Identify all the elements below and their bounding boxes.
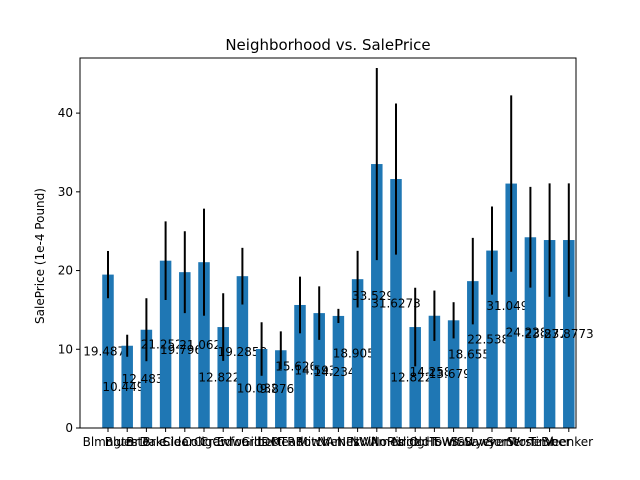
chart-title: Neighborhood vs. SalePrice — [225, 36, 430, 54]
data-label-SWISU: 13.6795 — [429, 367, 479, 381]
x-tick-label-Sawyer: Sawyer — [451, 435, 495, 449]
bar-Blmngtn — [102, 274, 114, 428]
data-label-MeadowV: 15.6269 — [275, 359, 325, 373]
x-tick-label-Edwards: Edwards — [217, 435, 268, 449]
y-axis-label: SalePrice (1e-4 Pound) — [33, 188, 47, 324]
data-label-Timber: 23.8773 — [525, 327, 575, 341]
x-tick-label-BrDale: BrDale — [126, 435, 166, 449]
data-label-Edwards: 19.2853 — [218, 345, 268, 359]
bar-Sawyer — [467, 281, 479, 428]
x-tick-label-NoRidge: NoRidge — [371, 435, 422, 449]
bar-Blueste — [121, 345, 133, 428]
data-label-Veenker: 23.8773 — [544, 327, 594, 341]
data-label-BrkSide: 21.2524 — [141, 337, 191, 351]
x-tick-label-Timber: Timber — [528, 435, 571, 449]
bar-BrkSide — [159, 260, 172, 428]
x-tick-label-SWISU: SWISU — [434, 435, 473, 449]
bar-SWISU — [447, 320, 460, 428]
data-label-Blmngtn: 19.4871 — [83, 344, 133, 358]
bar-MeadowV — [294, 304, 306, 428]
bar-Veenker — [563, 240, 575, 428]
x-tick-label-Blmngtn: Blmngtn — [83, 435, 134, 449]
y-tick-label-40: 40 — [58, 106, 73, 120]
x-tick-label-SawyerW: SawyerW — [464, 435, 520, 449]
bar-Crawfor — [217, 327, 229, 428]
data-label-NoRidge: 31.6273 — [371, 297, 421, 311]
data-label-Sawyer: 18.6558 — [448, 348, 498, 362]
bar-SawyerW — [486, 250, 498, 428]
x-tick-label-StoneBr: StoneBr — [506, 435, 554, 449]
data-label-NWAmes: 33.5298 — [352, 289, 402, 303]
data-label-Crawfor: 12.8221 — [198, 371, 248, 385]
data-label-Gilbert: 10.0324 — [237, 382, 287, 396]
bar-OldTown — [428, 315, 441, 428]
y-tick-label-20: 20 — [58, 264, 73, 278]
bar-NridgHt — [409, 327, 421, 428]
x-tick-label-Blueste: Blueste — [105, 435, 150, 449]
bar-Timber — [543, 240, 556, 428]
bar-StoneBr — [524, 237, 537, 428]
data-label-NridgHt: 12.8226 — [390, 371, 440, 385]
data-label-CollgCr: 21.0627 — [179, 338, 229, 352]
bar-IDOTRR — [275, 350, 287, 428]
bar-ClearCr — [179, 272, 191, 428]
x-tick-label-OldTown: OldTown — [409, 435, 459, 449]
x-tick-label-Somerst: Somerst — [486, 435, 536, 449]
bar-Gilbert — [255, 349, 268, 428]
x-tick-label-NPkVill: NPkVill — [337, 435, 378, 449]
data-label-StoneBr: 24.2283 — [506, 326, 556, 340]
bar-NPkVill — [351, 279, 364, 428]
bar-NoRidge — [390, 179, 402, 428]
x-tick-label-CollgCr: CollgCr — [182, 435, 225, 449]
data-label-NPkVill: 18.9051 — [333, 347, 383, 361]
x-tick-label-ClearCr: ClearCr — [162, 435, 207, 449]
y-tick-label-10: 10 — [58, 342, 73, 356]
data-label-Somerst: 31.0496 — [486, 299, 536, 313]
bar-Somerst — [505, 183, 517, 428]
data-label-OldTown: 14.2587 — [410, 365, 460, 379]
bar-BrDale — [140, 329, 153, 428]
x-tick-label-Mitchel: Mitchel — [298, 435, 341, 449]
x-tick-label-MeadowV: MeadowV — [271, 435, 330, 449]
data-label-ClearCr: 19.7966 — [160, 343, 210, 357]
bar-NWAmes — [371, 164, 383, 429]
data-label-Blueste: 10.4494 — [102, 380, 152, 394]
y-tick-label-30: 30 — [58, 185, 73, 199]
axes-frame — [79, 57, 577, 429]
x-tick-label-NAmes: NAmes — [317, 435, 360, 449]
x-tick-label-Veenker: Veenker — [545, 435, 594, 449]
bar-Mitchel — [313, 313, 325, 428]
x-tick-label-Crawfor: Crawfor — [200, 435, 247, 449]
x-tick-label-NWAmes: NWAmes — [350, 435, 404, 449]
bar-Edwards — [236, 276, 249, 428]
bar-CollgCr — [198, 262, 210, 428]
data-label-BrDale: 12.4834 — [122, 372, 172, 386]
data-label-NAmes: 14.2347 — [314, 365, 364, 379]
data-label-Mitchel: 14.5937 — [294, 364, 344, 378]
x-tick-label-NridgHt: NridgHt — [392, 435, 439, 449]
x-tick-label-IDOTRR: IDOTRR — [258, 435, 304, 449]
y-tick-label-0: 0 — [65, 421, 73, 435]
x-tick-label-Gilbert: Gilbert — [241, 435, 282, 449]
data-label-IDOTRR: 9.8765 — [260, 382, 302, 396]
data-label-SawyerW: 22.5381 — [467, 332, 517, 346]
plot-area: 0 10 20 30 40 Blmngtn 19.4871 Blueste 10.4494 BrD… — [58, 67, 594, 449]
x-tick-label-BrkSide: BrkSide — [143, 435, 189, 449]
bar-NAmes — [332, 315, 345, 428]
